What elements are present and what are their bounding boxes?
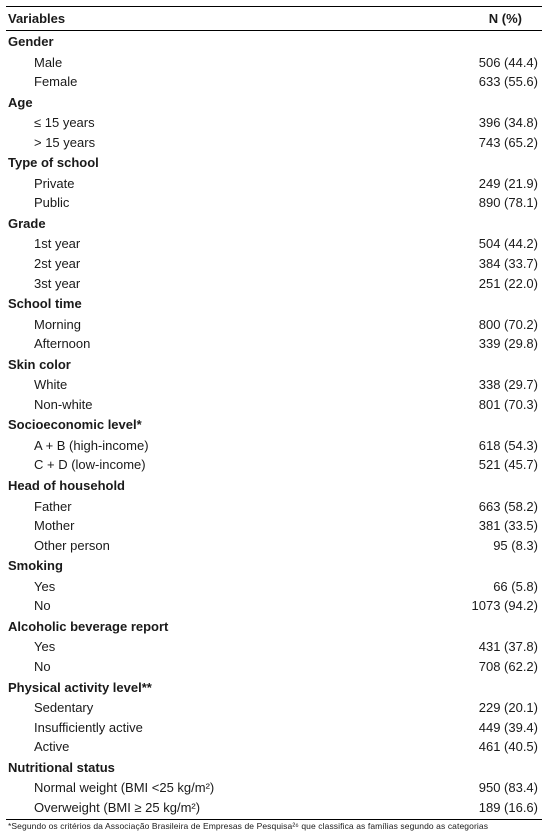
table-row: Female 633 (55.6) <box>6 72 542 92</box>
section-title: Age <box>6 92 542 114</box>
row-value: 743 (65.2) <box>479 134 542 152</box>
row-value: 339 (29.8) <box>479 335 542 353</box>
row-value: 381 (33.5) <box>479 517 542 535</box>
row-value: 801 (70.3) <box>479 396 542 414</box>
row-label: Normal weight (BMI <25 kg/m²) <box>6 779 214 797</box>
row-value: 618 (54.3) <box>479 437 542 455</box>
table-row: Private 249 (21.9) <box>6 174 542 194</box>
row-label: Public <box>6 194 69 212</box>
row-value: 663 (58.2) <box>479 498 542 516</box>
table-row: Public 890 (78.1) <box>6 193 542 213</box>
section-title: School time <box>6 293 542 315</box>
row-label: 2st year <box>6 255 80 273</box>
table-row: No 708 (62.2) <box>6 657 542 677</box>
row-label: ≤ 15 years <box>6 114 95 132</box>
table-row: A + B (high-income) 618 (54.3) <box>6 436 542 456</box>
table-row: Insufficiently active 449 (39.4) <box>6 718 542 738</box>
table-wrap: Variables N (%) GenderMale506 (44.4)Fema… <box>0 6 548 832</box>
row-value: 338 (29.7) <box>479 376 542 394</box>
table-row: > 15 years 743 (65.2) <box>6 133 542 153</box>
table-row: Male 506 (44.4) <box>6 53 542 73</box>
section-title: Physical activity level** <box>6 677 542 699</box>
row-value: 504 (44.2) <box>479 235 542 253</box>
row-label: No <box>6 658 51 676</box>
row-value: 506 (44.4) <box>479 54 542 72</box>
row-value: 461 (40.5) <box>479 738 542 756</box>
row-label: Father <box>6 498 72 516</box>
table-row: Active 461 (40.5) <box>6 737 542 757</box>
row-label: Afternoon <box>6 335 90 353</box>
row-value: 189 (16.6) <box>479 799 542 817</box>
section-title: Nutritional status <box>6 757 542 779</box>
section-title: Smoking <box>6 555 542 577</box>
row-label: C + D (low-income) <box>6 456 146 474</box>
row-label: Private <box>6 175 74 193</box>
table-row: Morning 800 (70.2) <box>6 315 542 335</box>
row-label: Insufficiently active <box>6 719 143 737</box>
row-value: 396 (34.8) <box>479 114 542 132</box>
row-label: Yes <box>6 578 55 596</box>
row-value: 251 (22.0) <box>479 275 542 293</box>
row-value: 229 (20.1) <box>479 699 542 717</box>
row-label: Male <box>6 54 62 72</box>
row-label: Morning <box>6 316 81 334</box>
row-value: 449 (39.4) <box>479 719 542 737</box>
table-row: 1st year 504 (44.2) <box>6 234 542 254</box>
table-body: GenderMale 506 (44.4) Female 633 (55.6)Age≤… <box>6 31 542 817</box>
row-value: 95 (8.3) <box>493 537 542 555</box>
row-value: 950 (83.4) <box>479 779 542 797</box>
row-label: > 15 years <box>6 134 95 152</box>
row-value: 890 (78.1) <box>479 194 542 212</box>
row-label: Female <box>6 73 77 91</box>
header-n: N (%) <box>489 11 540 26</box>
row-label: Overweight (BMI ≥ 25 kg/m²) <box>6 799 200 817</box>
table-row: Yes 66 (5.8) <box>6 577 542 597</box>
row-value: 431 (37.8) <box>479 638 542 656</box>
row-label: Other person <box>6 537 110 555</box>
table-row: Other person 95 (8.3) <box>6 536 542 556</box>
table-row: C + D (low-income) 521 (45.7) <box>6 455 542 475</box>
row-label: Yes <box>6 638 55 656</box>
row-label: Non-white <box>6 396 93 414</box>
table-row: Overweight (BMI ≥ 25 kg/m²) 189 (16.6) <box>6 798 542 818</box>
row-value: 66 (5.8) <box>493 578 542 596</box>
table-row: Mother 381 (33.5) <box>6 516 542 536</box>
section-title: Skin color <box>6 354 542 376</box>
row-label: 3st year <box>6 275 80 293</box>
table-header: Variables N (%) <box>6 7 542 31</box>
header-variables: Variables <box>8 11 65 26</box>
row-value: 384 (33.7) <box>479 255 542 273</box>
section-title: Type of school <box>6 152 542 174</box>
row-value: 800 (70.2) <box>479 316 542 334</box>
row-label: 1st year <box>6 235 80 253</box>
row-label: White <box>6 376 67 394</box>
row-value: 633 (55.6) <box>479 73 542 91</box>
section-title: Socioeconomic level* <box>6 414 542 436</box>
table-row: Sedentary 229 (20.1) <box>6 698 542 718</box>
row-value: 708 (62.2) <box>479 658 542 676</box>
table-row: Normal weight (BMI <25 kg/m²) 950 (83.4) <box>6 778 542 798</box>
table-row: Yes 431 (37.8) <box>6 637 542 657</box>
row-label: Mother <box>6 517 74 535</box>
section-title: Grade <box>6 213 542 235</box>
table-row: Father 663 (58.2) <box>6 497 542 517</box>
section-title: Gender <box>6 31 542 53</box>
table-row: ≤ 15 years 396 (34.8) <box>6 113 542 133</box>
footnote: *Segundo os critérios da Associação Bras… <box>6 820 542 831</box>
table-row: 3st year 251 (22.0) <box>6 274 542 294</box>
table-row: 2st year 384 (33.7) <box>6 254 542 274</box>
row-value: 521 (45.7) <box>479 456 542 474</box>
row-label: Sedentary <box>6 699 93 717</box>
table-row: No 1073 (94.2) <box>6 596 542 616</box>
table-row: Non-white 801 (70.3) <box>6 395 542 415</box>
section-title: Alcoholic beverage report <box>6 616 542 638</box>
table-row: Afternoon 339 (29.8) <box>6 334 542 354</box>
table-row: White 338 (29.7) <box>6 375 542 395</box>
row-value: 1073 (94.2) <box>472 597 543 615</box>
row-label: A + B (high-income) <box>6 437 149 455</box>
section-title: Head of household <box>6 475 542 497</box>
row-value: 249 (21.9) <box>479 175 542 193</box>
row-label: No <box>6 597 51 615</box>
row-label: Active <box>6 738 69 756</box>
